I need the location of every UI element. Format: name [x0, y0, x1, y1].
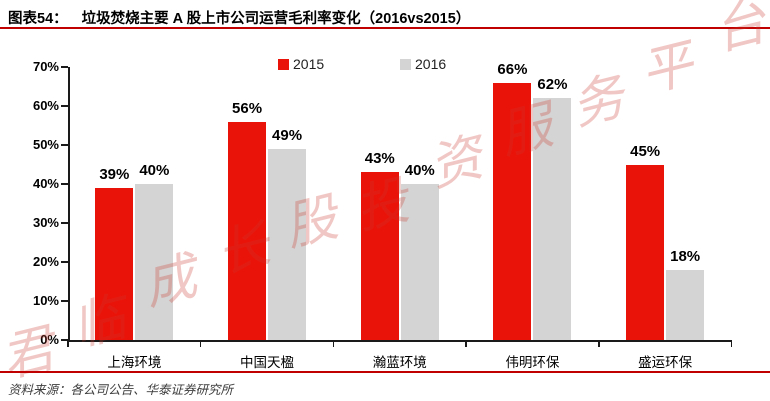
figure-title-row: 图表54： 垃圾焚烧主要 A 股上市公司运营毛利率变化（2016vs2015） [8, 7, 470, 28]
x-tick-mark [730, 340, 733, 347]
legend-swatch-2015 [278, 59, 289, 70]
legend-swatch-2016 [400, 59, 411, 70]
bar-2016 [268, 148, 307, 340]
x-axis-line [68, 340, 732, 342]
value-label: 39% [99, 165, 130, 183]
y-axis-label: 50% [32, 137, 59, 152]
x-tick-mark [465, 340, 467, 347]
value-label: 49% [272, 126, 303, 144]
x-tick-mark [598, 340, 600, 347]
x-tick-mark [332, 340, 335, 347]
bar-2015 [228, 121, 267, 340]
y-tick-mark [61, 105, 68, 107]
bar-2016 [135, 184, 174, 340]
value-label: 43% [364, 150, 395, 168]
value-label: 62% [537, 76, 568, 94]
y-axis-label: 20% [32, 254, 59, 269]
bar-2015 [360, 172, 399, 340]
y-axis-label: 30% [32, 215, 59, 230]
y-tick-mark [61, 300, 68, 302]
y-tick-mark [61, 66, 68, 68]
y-tick-mark [61, 261, 68, 263]
figure-number: 图表54： [8, 11, 68, 27]
source-note: 资料来源：各公司公告、华泰证券研究所 [8, 383, 234, 397]
value-label: 40% [139, 162, 170, 179]
category-label: 盛运环保 [638, 355, 693, 370]
legend-item-2015: 2015 [278, 56, 324, 72]
footer-divider-line [0, 371, 770, 373]
y-axis-label: 10% [32, 293, 59, 308]
bar-2015 [95, 187, 134, 340]
category-label: 上海环境 [107, 355, 162, 370]
y-axis-label: 0% [40, 332, 59, 347]
y-axis-label: 70% [32, 59, 59, 74]
category-label: 瀚蓝环境 [372, 355, 427, 370]
y-tick-mark [61, 144, 68, 146]
x-tick-mark [67, 340, 69, 347]
y-tick-mark [61, 339, 68, 341]
legend-item-2016: 2016 [400, 56, 446, 72]
watermark-char: 平 [634, 33, 700, 105]
y-axis-line [68, 67, 70, 342]
bar-2015 [626, 164, 665, 340]
watermark-char: 台 [707, 0, 770, 63]
title-divider-line [0, 27, 770, 29]
legend-label: 2016 [415, 56, 447, 72]
value-label: 66% [497, 60, 528, 78]
bar-2016 [533, 98, 572, 340]
bar-2016 [400, 184, 439, 340]
value-label: 56% [232, 99, 263, 117]
y-axis-label: 60% [32, 98, 59, 113]
legend-label: 2015 [293, 56, 325, 72]
bar-2015 [493, 82, 532, 340]
value-label: 18% [670, 247, 701, 265]
category-label: 伟明环保 [505, 355, 560, 370]
value-label: 45% [630, 142, 661, 160]
y-tick-mark [61, 183, 68, 185]
value-label: 40% [404, 162, 435, 179]
figure-title: 垃圾焚烧主要 A 股上市公司运营毛利率变化（2016vs2015） [81, 11, 471, 27]
y-tick-mark [61, 222, 68, 224]
category-label: 中国天楹 [240, 355, 295, 370]
x-tick-mark [199, 340, 202, 347]
bar-2016 [666, 269, 705, 340]
y-axis-label: 40% [32, 176, 59, 191]
